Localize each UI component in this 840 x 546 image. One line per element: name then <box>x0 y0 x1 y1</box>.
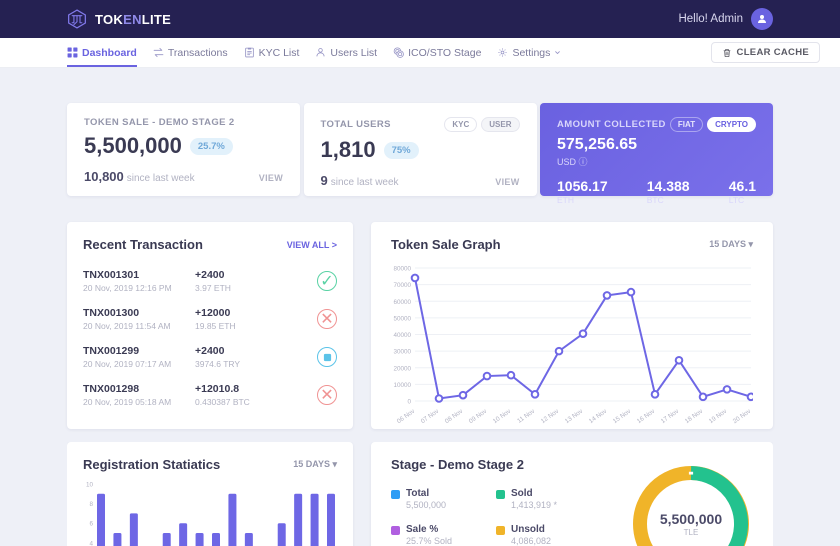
svg-text:14 Nov: 14 Nov <box>588 407 609 425</box>
svg-text:08 Nov: 08 Nov <box>444 407 465 425</box>
svg-text:40000: 40000 <box>393 332 411 339</box>
svg-text:07 Nov: 07 Nov <box>420 407 441 425</box>
svg-text:8: 8 <box>89 501 93 508</box>
svg-text:80000: 80000 <box>393 266 411 273</box>
svg-text:30000: 30000 <box>393 349 411 356</box>
svg-text:09 Nov: 09 Nov <box>468 407 489 425</box>
svg-text:12 Nov: 12 Nov <box>540 407 561 425</box>
svg-text:50000: 50000 <box>393 315 411 322</box>
svg-text:20 Nov: 20 Nov <box>732 407 753 425</box>
svg-text:10 Nov: 10 Nov <box>492 407 513 425</box>
svg-text:18 Nov: 18 Nov <box>684 407 705 425</box>
svg-text:17 Nov: 17 Nov <box>660 407 681 425</box>
svg-text:4: 4 <box>89 540 93 546</box>
svg-text:10: 10 <box>86 482 94 489</box>
svg-text:16 Nov: 16 Nov <box>636 407 657 425</box>
svg-text:19 Nov: 19 Nov <box>708 407 729 425</box>
svg-text:70000: 70000 <box>393 282 411 289</box>
svg-text:11 Nov: 11 Nov <box>516 407 537 424</box>
svg-text:20000: 20000 <box>393 365 411 372</box>
svg-text:10000: 10000 <box>393 382 411 389</box>
svg-text:60000: 60000 <box>393 299 411 306</box>
svg-text:0: 0 <box>407 399 411 406</box>
svg-text:13 Nov: 13 Nov <box>564 407 585 425</box>
svg-text:06 Nov: 06 Nov <box>396 407 417 425</box>
svg-text:15 Nov: 15 Nov <box>612 407 633 425</box>
svg-text:6: 6 <box>89 521 93 528</box>
